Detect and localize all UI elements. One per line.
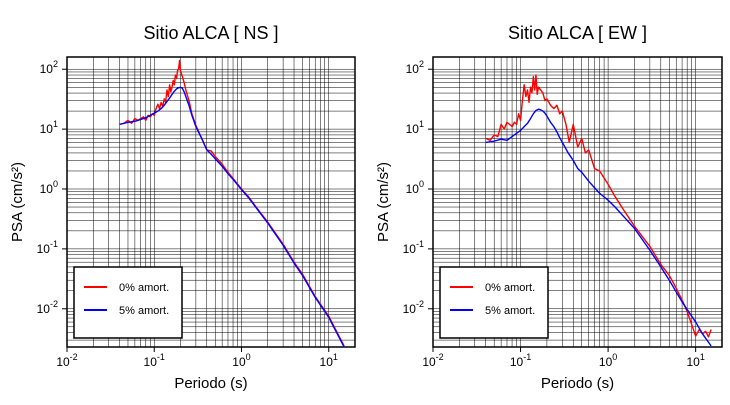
y-tick-label: 10-2 — [403, 299, 424, 316]
legend: 0% amort. 5% amort. — [439, 266, 549, 339]
legend-box — [439, 266, 549, 339]
panel-1: 10-2 10-1 100 101 10-2 10-1 100 101 102 Sitio ALC… — [9, 23, 356, 392]
chart-title: Sitio ALCA [ NS ] — [143, 23, 278, 43]
legend: 0% amort. 5% amort. — [73, 266, 183, 339]
x-tick-label: 10-2 — [56, 352, 77, 369]
grid — [433, 57, 722, 347]
x-tick-label: 100 — [232, 352, 250, 369]
x-tick-label: 10-1 — [510, 352, 531, 369]
y-tick-label: 10-1 — [403, 239, 424, 256]
legend-box — [73, 266, 183, 339]
series-group — [119, 59, 345, 347]
y-tick-label: 102 — [406, 59, 424, 76]
y-tick-label: 100 — [40, 179, 58, 196]
series-line-damped — [485, 108, 712, 347]
legend-label: 0% amort. — [119, 282, 169, 294]
x-tick-label: 10-2 — [422, 352, 443, 369]
panel-2: 10-2 10-1 100 101 10-2 10-1 100 101 102 Sitio ALC… — [375, 23, 723, 392]
y-tick-label: 102 — [40, 59, 58, 76]
series-line-undamped — [485, 74, 712, 338]
x-axis-label: Periodo (s) — [541, 375, 614, 392]
y-tick-label: 101 — [406, 119, 424, 136]
plot-frame — [432, 56, 723, 348]
x-tick-label: 101 — [320, 352, 338, 369]
y-axis-label: PSA (cm/s²) — [375, 162, 392, 242]
legend-label: 5% amort. — [119, 305, 169, 317]
legend-label: 5% amort. — [485, 305, 535, 317]
x-tick-label: 10-1 — [144, 352, 165, 369]
plot-frame — [66, 56, 356, 348]
y-tick-label: 10-1 — [37, 239, 58, 256]
y-tick-label: 100 — [406, 179, 424, 196]
y-tick-label: 101 — [40, 119, 58, 136]
chart-title: Sitio ALCA [ EW ] — [508, 23, 647, 43]
x-tick-label: 100 — [599, 352, 617, 369]
series-group — [485, 74, 712, 347]
series-line-damped — [119, 86, 345, 347]
legend-label: 0% amort. — [485, 282, 535, 294]
y-axis-label: PSA (cm/s²) — [9, 162, 26, 242]
x-tick-label: 101 — [686, 352, 704, 369]
y-tick-label: 10-2 — [37, 299, 58, 316]
x-axis-label: Periodo (s) — [174, 375, 247, 392]
